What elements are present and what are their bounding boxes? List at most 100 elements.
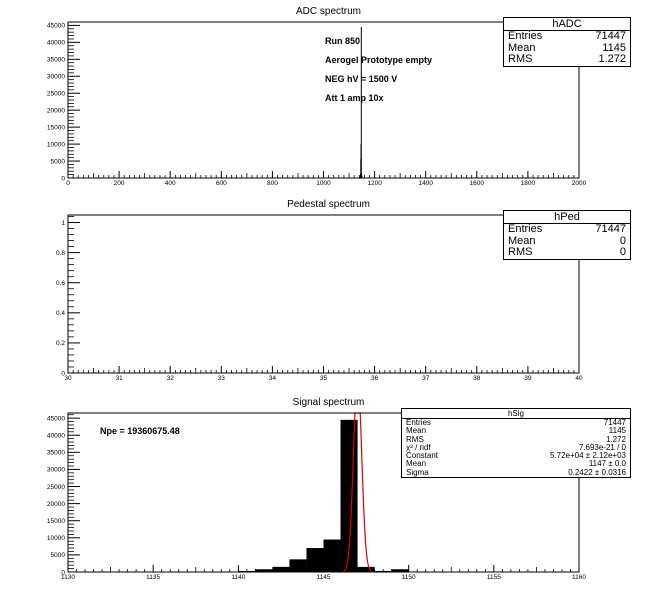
- stats-row: RMS 1.272: [402, 434, 630, 444]
- stats-row: Mean 0: [504, 234, 630, 248]
- stats-box-hadc: hADC Entries 71447 Mean 1145 RMS 1.272: [503, 17, 631, 67]
- x-tick-label: 37: [422, 375, 430, 382]
- y-tick-label: 40000: [47, 40, 65, 47]
- x-tick-label: 200: [114, 180, 125, 187]
- x-tick-label: 32: [167, 375, 175, 382]
- stats-name: hSig: [402, 409, 630, 419]
- stats-value: 1.272: [605, 434, 626, 444]
- stats-row: Entries 71447: [504, 223, 630, 236]
- annotation-text: Aerogel Prototype empty: [325, 55, 432, 65]
- x-tick-label: 1160: [572, 574, 586, 581]
- x-tick-label: 400: [165, 180, 176, 187]
- stats-label: Entries: [406, 418, 431, 427]
- y-tick-label: 35000: [47, 57, 65, 64]
- stats-value: 1145: [608, 426, 626, 436]
- x-tick-label: 0: [66, 180, 70, 187]
- stats-value: 71447: [595, 30, 626, 42]
- x-tick-label: 1130: [61, 574, 75, 581]
- y-tick-label: 1: [61, 220, 65, 227]
- stats-row: RMS 0: [504, 246, 630, 259]
- stats-box-hsig: hSig Entries 71447 Mean 1145 RMS 1.272 χ² /…: [401, 408, 631, 479]
- y-tick-label: 0.6: [56, 280, 65, 287]
- y-tick-label: 0: [61, 175, 65, 182]
- y-tick-label: 45000: [47, 415, 65, 422]
- stats-label: RMS: [406, 434, 424, 444]
- stats-label: Mean: [406, 459, 427, 469]
- x-tick-label: 36: [371, 375, 379, 382]
- y-tick-label: 15000: [47, 518, 65, 525]
- annotation-text: Npe = 19360675.48: [100, 426, 180, 436]
- x-tick-label: 33: [218, 375, 226, 382]
- x-tick-label: 35: [320, 375, 328, 382]
- y-tick-label: 5000: [51, 552, 66, 559]
- stats-row: χ² / ndf 7.693e-21 / 0: [402, 442, 630, 452]
- y-tick-label: 30000: [47, 74, 65, 81]
- histogram-bar: [323, 539, 341, 572]
- x-tick-label: 1400: [418, 180, 433, 187]
- stats-label: Constant: [406, 451, 439, 461]
- x-tick-label: 800: [267, 180, 278, 187]
- y-tick-label: 0.2: [56, 340, 65, 347]
- stats-value: 1145: [602, 41, 626, 54]
- x-tick-label: 1200: [367, 180, 382, 187]
- stats-row: Mean 1147 ± 0.0: [402, 459, 630, 469]
- stats-label: Entries: [508, 223, 543, 235]
- stats-value: 5.72e+04 ± 2.12e+03: [549, 451, 626, 461]
- stats-value: 1.272: [598, 53, 626, 65]
- stats-row: Mean 1145: [504, 41, 630, 55]
- x-tick-label: 34: [269, 375, 277, 382]
- histogram-bar: [306, 548, 324, 572]
- stats-label: Mean: [508, 234, 536, 247]
- y-tick-label: 25000: [47, 91, 65, 98]
- x-tick-label: 39: [524, 375, 532, 382]
- x-tick-label: 1600: [470, 180, 485, 187]
- y-tick-label: 20000: [47, 107, 65, 114]
- y-tick-label: 10000: [47, 535, 65, 542]
- stats-value: 0: [619, 246, 626, 258]
- x-tick-label: 31: [115, 375, 123, 382]
- x-tick-label: 600: [216, 180, 227, 187]
- stats-label: Mean: [406, 426, 427, 436]
- stats-label: RMS: [508, 246, 533, 258]
- y-tick-label: 35000: [47, 450, 65, 457]
- stats-row: Entries 71447: [402, 418, 630, 427]
- stats-box-hped: hPed Entries 71447 Mean 0 RMS 0: [503, 210, 631, 260]
- x-tick-label: 1145: [317, 574, 331, 581]
- stats-label: χ² / ndf: [406, 442, 431, 452]
- x-tick-label: 1150: [402, 574, 416, 581]
- y-tick-label: 0: [61, 370, 65, 377]
- x-tick-label: 2000: [572, 180, 587, 187]
- stats-label: Sigma: [406, 467, 429, 477]
- x-tick-label: 40: [575, 375, 583, 382]
- y-tick-label: 30000: [47, 467, 65, 474]
- stats-value: 71447: [603, 418, 626, 427]
- x-tick-label: 38: [473, 375, 481, 382]
- stats-name: hPed: [504, 211, 630, 224]
- stats-value: 7.693e-21 / 0: [578, 442, 626, 452]
- stats-name: hADC: [504, 18, 630, 31]
- stats-value: 0.2422 ± 0.0316: [568, 467, 626, 477]
- stats-value: 1147 ± 0.0: [588, 459, 626, 469]
- stats-value: 71447: [595, 223, 626, 235]
- y-tick-label: 0: [61, 569, 65, 576]
- x-tick-label: 1135: [146, 574, 160, 581]
- chart-title: Pedestal spectrum: [287, 199, 370, 210]
- stats-row: Entries 71447: [504, 30, 630, 43]
- x-tick-label: 1000: [316, 180, 331, 187]
- stats-row: Sigma 0.2422 ± 0.0316: [402, 467, 630, 477]
- y-tick-label: 0.8: [56, 250, 65, 257]
- y-tick-label: 10000: [47, 141, 65, 148]
- stats-label: RMS: [508, 53, 533, 65]
- y-tick-label: 15000: [47, 124, 65, 131]
- y-tick-label: 0.4: [56, 310, 65, 317]
- y-tick-label: 20000: [47, 501, 65, 508]
- annotation-text: Run 850: [325, 36, 360, 46]
- y-tick-label: 45000: [47, 23, 65, 30]
- annotation-text: Att 1 amp 10x: [325, 93, 384, 103]
- chart-title: ADC spectrum: [296, 6, 361, 17]
- chart-title: Signal spectrum: [293, 397, 365, 408]
- stats-label: Mean: [508, 41, 536, 54]
- x-tick-label: 30: [64, 375, 72, 382]
- y-tick-label: 40000: [47, 433, 65, 440]
